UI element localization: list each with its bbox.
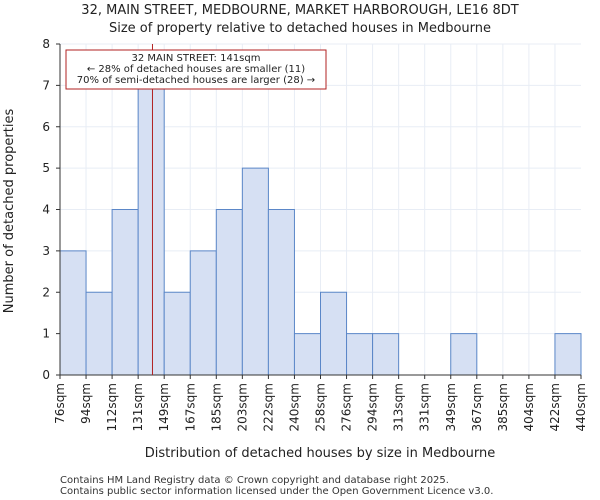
chart-title-line1: 32, MAIN STREET, MEDBOURNE, MARKET HARBO…: [81, 3, 518, 18]
bar: [554, 333, 582, 376]
x-tick-label: 76sqm: [53, 383, 67, 424]
bar: [163, 291, 191, 376]
y-tick-label: 2: [42, 285, 50, 299]
x-tick-label: 112sqm: [105, 383, 119, 431]
x-tick-label: 203sqm: [235, 383, 249, 431]
y-tick-label: 7: [42, 78, 50, 92]
x-tick-label: 313sqm: [392, 383, 406, 431]
x-tick-labels: 76sqm 94sqm 112sqm 131sqm 149sqm 167sqm 185sqm…: [53, 383, 588, 431]
y-tick-labels: 0 1 2 3 4 5 6 7 8: [42, 37, 50, 382]
y-tick-label: 6: [42, 120, 50, 134]
annotation-line2: ← 28% of detached houses are smaller (11…: [87, 64, 305, 75]
bars: [59, 84, 582, 376]
bar: [267, 209, 295, 376]
x-tick-label: 294sqm: [366, 383, 380, 431]
bar: [189, 250, 217, 376]
y-tick-label: 0: [42, 368, 50, 382]
x-tick-label: 240sqm: [287, 383, 301, 431]
x-tick-label: 149sqm: [157, 383, 171, 431]
x-tick-label: 258sqm: [314, 383, 328, 431]
bar: [111, 209, 139, 376]
x-tick-label: 131sqm: [131, 383, 145, 431]
x-tick-label: 94sqm: [79, 383, 93, 424]
bar: [320, 291, 348, 376]
y-tick-label: 1: [42, 327, 50, 341]
annotation-border: [65, 49, 327, 90]
y-tick-label: 8: [42, 37, 50, 51]
bar: [137, 84, 165, 376]
bar: [241, 167, 269, 376]
x-tick-label: 222sqm: [261, 383, 275, 431]
x-tick-label: 385sqm: [496, 383, 510, 431]
axes: [56, 43, 582, 379]
annotation-box: 32 MAIN STREET: 141sqm ← 28% of detached…: [65, 49, 327, 90]
bar: [372, 333, 400, 376]
bar: [293, 333, 322, 376]
bar: [450, 333, 478, 376]
annotation-line1: 32 MAIN STREET: 141sqm: [132, 53, 261, 64]
x-axis-label: Distribution of detached houses by size …: [145, 446, 496, 461]
footer-line2: Contains public sector information licen…: [60, 486, 493, 497]
footer-line1: Contains HM Land Registry data © Crown c…: [60, 475, 449, 486]
x-tick-label: 349sqm: [444, 383, 458, 431]
x-tick-label: 367sqm: [470, 383, 484, 431]
bar: [85, 291, 113, 376]
x-tick-label: 331sqm: [418, 383, 432, 431]
bar: [346, 333, 374, 376]
x-tick-label: 404sqm: [522, 383, 536, 431]
y-tick-label: 3: [42, 244, 50, 258]
x-tick-label: 167sqm: [183, 383, 197, 431]
x-tick-label: 422sqm: [548, 383, 562, 431]
x-tick-label: 440sqm: [574, 383, 588, 431]
x-tick-label: 276sqm: [340, 383, 354, 431]
annotation-line3: 70% of semi-detached houses are larger (…: [77, 75, 315, 86]
y-axis-label: Number of detached properties: [2, 109, 17, 314]
chart-title-line2: Size of property relative to detached ho…: [109, 21, 491, 36]
x-tick-label: 185sqm: [209, 383, 223, 431]
y-tick-label: 5: [42, 161, 50, 175]
y-tick-label: 4: [42, 203, 50, 217]
bar: [59, 250, 87, 376]
bar: [215, 209, 243, 376]
